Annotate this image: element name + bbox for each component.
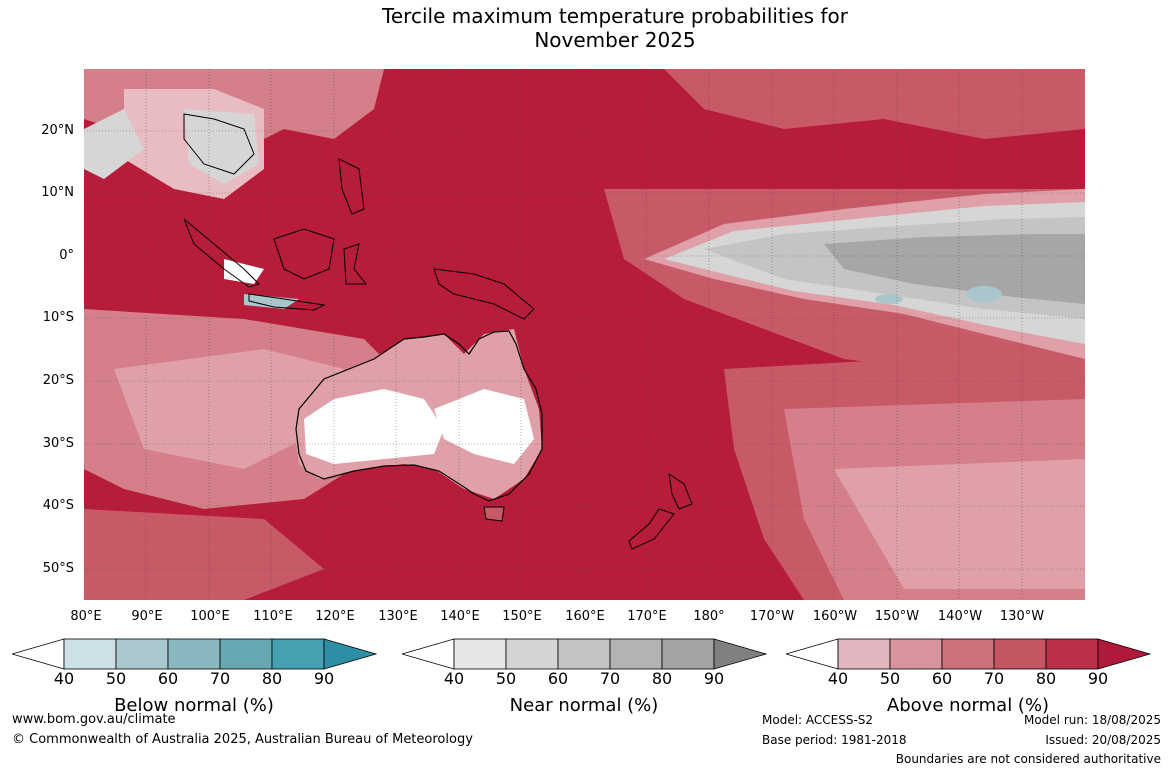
colorbar-2-segment-6	[1097, 638, 1152, 670]
copyright-text: © Commonwealth of Australia 2025, Austra…	[12, 732, 473, 747]
colorbar-below-title: Below normal (%)	[114, 695, 274, 716]
colorbar-2-segment-4	[993, 638, 1047, 670]
colorbar-near-tick-60: 60	[547, 669, 569, 688]
colorbar-1-segment-0	[402, 638, 455, 670]
colorbar-1-segment-2	[505, 638, 559, 670]
lat-label-equator: 0°	[59, 248, 74, 263]
colorbar-near-tick-70: 70	[599, 669, 621, 688]
graticule	[84, 69, 1085, 600]
lon-label-150e: 150°E	[502, 609, 542, 624]
colorbar-above-tick-80: 80	[1035, 669, 1057, 688]
lon-label-170w: 170°W	[749, 609, 795, 624]
colorbar-above-tick-50: 50	[879, 669, 901, 688]
colorbar-above-tick-90: 90	[1087, 669, 1109, 688]
lon-label-130w: 130°W	[999, 609, 1045, 624]
title-line-2: November 2025	[534, 28, 696, 52]
lon-label-120e: 120°E	[315, 609, 355, 624]
colorbar-1-segment-3	[557, 638, 611, 670]
colorbar-2-segment-1	[837, 638, 891, 670]
colorbar-2-segment-5	[1045, 638, 1099, 670]
lat-label-30s: 30°S	[42, 436, 74, 451]
lon-label-130e: 130°E	[378, 609, 418, 624]
lon-label-110e: 110°E	[253, 609, 293, 624]
boundaries-note: Boundaries are not considered authoritat…	[895, 752, 1161, 766]
colorbar-near-tick-40: 40	[443, 669, 465, 688]
colorbar-above-tick-40: 40	[827, 669, 849, 688]
colorbar-below-tick-50: 50	[105, 669, 127, 688]
colorbar-above-tick-60: 60	[931, 669, 953, 688]
lon-label-160e: 160°E	[565, 609, 605, 624]
lon-label-180: 180°	[693, 609, 725, 624]
lon-label-140w: 140°W	[937, 609, 983, 624]
colorbar-near-tick-80: 80	[651, 669, 673, 688]
maritime-islands	[183, 113, 535, 320]
map-title: Tercile maximum temperature probabilitie…	[0, 4, 1173, 52]
lat-label-20n: 20°N	[41, 123, 74, 138]
colorbar-1-segment-4	[609, 638, 663, 670]
new-zealand-region	[628, 472, 693, 550]
colorbar-0-segment-0	[12, 638, 65, 670]
lon-label-140e: 140°E	[440, 609, 480, 624]
colorbar-above-tick-70: 70	[983, 669, 1005, 688]
lon-label-100e: 100°E	[190, 609, 230, 624]
website-link[interactable]: www.bom.gov.au/climate	[12, 712, 176, 727]
lat-label-40s: 40°S	[42, 498, 74, 513]
colorbar-above-title: Above normal (%)	[886, 695, 1050, 716]
model-run-text: Model run: 18/08/2025	[1023, 713, 1161, 727]
colorbar-1-segment-1	[453, 638, 507, 670]
base-period-text: Base period: 1981-2018	[762, 733, 907, 747]
probability-map[interactable]	[84, 69, 1085, 600]
colorbar-0-segment-6	[323, 638, 378, 670]
lat-label-50s: 50°S	[42, 561, 74, 576]
colorbar-below-tick-80: 80	[261, 669, 283, 688]
colorbar-near-normal	[402, 638, 768, 670]
colorbar-above-normal	[786, 638, 1152, 670]
colorbar-below-tick-70: 70	[209, 669, 231, 688]
colorbar-1-segment-6	[713, 638, 768, 670]
lat-label-10n: 10°N	[41, 185, 74, 200]
colorbar-2-segment-2	[889, 638, 943, 670]
colorbar-below-tick-40: 40	[53, 669, 75, 688]
title-line-1: Tercile maximum temperature probabilitie…	[382, 4, 848, 28]
colorbar-0-segment-3	[167, 638, 221, 670]
lon-label-170e: 170°E	[627, 609, 667, 624]
lon-label-150w: 150°W	[874, 609, 920, 624]
colorbar-near-tick-50: 50	[495, 669, 517, 688]
colorbar-near-tick-90: 90	[703, 669, 725, 688]
lon-label-90e: 90°E	[131, 609, 163, 624]
australia-region	[294, 329, 543, 522]
colorbar-below-normal	[12, 638, 378, 670]
colorbar-0-segment-1	[63, 638, 117, 670]
lon-label-160w: 160°W	[812, 609, 858, 624]
colorbar-0-segment-5	[271, 638, 325, 670]
colorbar-2-segment-3	[941, 638, 995, 670]
lat-label-10s: 10°S	[42, 310, 74, 325]
lon-label-80e: 80°E	[70, 609, 102, 624]
issued-text: Issued: 20/08/2025	[1045, 733, 1161, 747]
colorbar-near-title: Near normal (%)	[509, 695, 659, 716]
lat-label-20s: 20°S	[42, 373, 74, 388]
colorbar-0-segment-2	[115, 638, 169, 670]
colorbar-below-tick-60: 60	[157, 669, 179, 688]
near-normal-pacific-tongue	[644, 189, 1085, 359]
colorbar-below-tick-90: 90	[313, 669, 335, 688]
model-text: Model: ACCESS-S2	[762, 713, 874, 727]
colorbar-0-segment-4	[219, 638, 273, 670]
colorbar-1-segment-5	[661, 638, 715, 670]
map-canvas	[84, 69, 1085, 600]
colorbar-2-segment-0	[786, 638, 839, 670]
